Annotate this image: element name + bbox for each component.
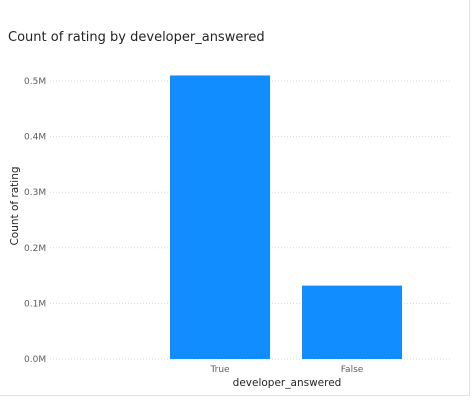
visual-frame[interactable] <box>0 0 470 396</box>
x-axis-title: developer_answered <box>233 377 342 389</box>
y-axis-title: Count of rating <box>9 166 21 245</box>
x-axis-ticks: True False <box>209 365 363 375</box>
y-tick-label: 0.5M <box>24 77 46 87</box>
bar-true[interactable] <box>170 75 270 359</box>
chart-title: Count of rating by developer_answered <box>8 30 265 45</box>
y-tick-label: 0.1M <box>24 299 46 309</box>
bars <box>170 75 402 359</box>
y-axis-ticks: 0.0M 0.1M 0.2M 0.3M 0.4M 0.5M <box>24 77 46 365</box>
y-tick-label: 0.0M <box>24 355 46 365</box>
x-tick-label: False <box>341 365 364 375</box>
bar-false[interactable] <box>302 285 402 359</box>
y-tick-label: 0.4M <box>24 133 46 143</box>
x-tick-label: True <box>209 365 230 375</box>
y-tick-label: 0.3M <box>24 188 46 198</box>
y-tick-label: 0.2M <box>24 244 46 254</box>
